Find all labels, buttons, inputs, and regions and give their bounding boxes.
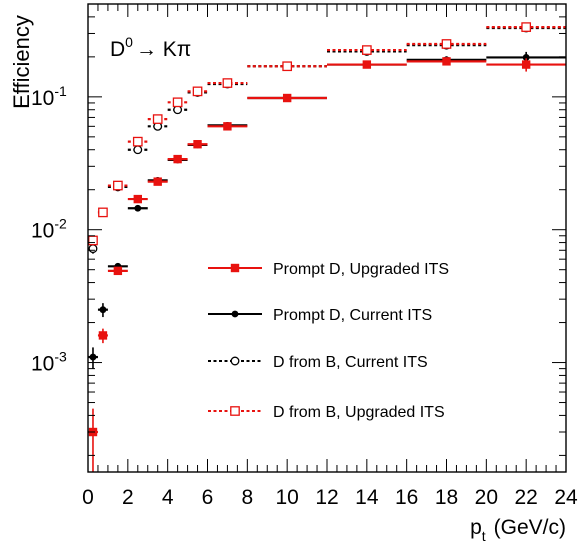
- data-point: [88, 347, 98, 369]
- point-marker: [522, 54, 530, 61]
- x-tick-label: 22: [514, 486, 537, 509]
- y-tick-label: 10-2: [31, 216, 67, 243]
- data-point: [187, 86, 208, 97]
- point-marker: [361, 45, 372, 55]
- data-point: [207, 122, 248, 131]
- point-marker: [282, 61, 293, 72]
- point-marker: [282, 93, 292, 103]
- series-layer: [88, 22, 566, 472]
- data-point: [327, 60, 407, 69]
- x-tick-label: 10: [275, 486, 298, 509]
- point-marker: [132, 136, 143, 147]
- legend-entry: D from B, Current ITS: [208, 354, 428, 371]
- x-tick-label: 18: [435, 486, 458, 509]
- data-point: [406, 57, 487, 66]
- point-marker: [134, 204, 142, 212]
- data-point: [167, 154, 188, 164]
- data-point: [247, 61, 327, 72]
- point-marker: [98, 331, 108, 340]
- x-axis-label: pt (GeV/c): [470, 516, 566, 544]
- point-marker: [152, 114, 163, 124]
- point-marker: [222, 78, 233, 88]
- legend-label: Prompt D, Upgraded ITS: [273, 261, 449, 278]
- x-tick-label: 2: [122, 486, 134, 509]
- data-point: [97, 328, 108, 344]
- x-tick-label: 6: [202, 486, 214, 509]
- legend-marker: [231, 310, 239, 318]
- point-marker: [192, 86, 203, 97]
- data-point: [127, 136, 148, 147]
- legend-entry: Prompt D, Upgraded ITS: [208, 261, 449, 278]
- x-tick-label: 14: [355, 486, 379, 509]
- point-marker: [98, 207, 108, 218]
- point-marker: [153, 177, 162, 186]
- legend-entry: D from B, Upgraded ITS: [208, 404, 445, 421]
- x-tick-label: 16: [395, 486, 418, 509]
- point-marker: [113, 266, 123, 276]
- x-tick-label: 12: [315, 486, 338, 509]
- point-marker: [223, 122, 232, 131]
- data-point: [207, 78, 248, 88]
- point-marker: [113, 180, 123, 191]
- point-marker: [89, 353, 97, 361]
- y-tick-label: 10-1: [31, 83, 67, 110]
- y-tick-label: 10-3: [31, 349, 67, 376]
- data-point: [486, 58, 566, 72]
- legend-marker: [230, 356, 240, 366]
- legend-label: D from B, Current ITS: [273, 354, 428, 371]
- decay-annotation: D0 → Kπ: [110, 34, 191, 61]
- data-point: [97, 207, 108, 218]
- point-marker: [441, 39, 452, 49]
- x-tick-label: 0: [82, 486, 94, 509]
- point-marker: [193, 140, 202, 149]
- x-tick-label: 20: [475, 486, 498, 509]
- data-point: [147, 114, 168, 124]
- data-point: [247, 93, 327, 103]
- legend-label: Prompt D, Current ITS: [273, 307, 432, 324]
- point-marker: [99, 306, 107, 314]
- data-point: [167, 97, 188, 108]
- data-point: [167, 105, 188, 115]
- data-point: [406, 39, 487, 49]
- point-marker: [173, 154, 182, 164]
- point-marker: [133, 145, 143, 155]
- point-marker: [521, 22, 532, 32]
- data-point: [127, 204, 148, 212]
- point-marker: [133, 194, 142, 204]
- legend-label: D from B, Upgraded ITS: [273, 404, 445, 421]
- point-marker: [442, 57, 451, 66]
- x-tick-label: 24: [554, 486, 578, 509]
- data-point: [107, 266, 128, 276]
- point-marker: [362, 60, 372, 69]
- point-marker: [172, 97, 183, 108]
- data-point: [327, 45, 407, 55]
- x-tick-label: 8: [241, 486, 253, 509]
- point-marker: [88, 235, 98, 246]
- x-tick-label: 4: [162, 486, 174, 509]
- data-point: [107, 180, 128, 191]
- data-point: [147, 177, 168, 186]
- point-marker: [521, 60, 531, 69]
- data-point: [486, 22, 566, 32]
- point-marker: [88, 244, 98, 254]
- y-axis-label: Efficiency: [9, 15, 34, 109]
- data-point: [127, 194, 148, 204]
- legend: Prompt D, Upgraded ITS Prompt D, Current …: [208, 261, 449, 421]
- legend-marker: [230, 263, 240, 273]
- data-point: [88, 235, 98, 246]
- legend-entry: Prompt D, Current ITS: [208, 307, 432, 324]
- legend-marker: [230, 406, 240, 416]
- series-4: [88, 22, 566, 246]
- series-1: [88, 57, 566, 472]
- data-point: [97, 303, 108, 318]
- data-point: [187, 140, 208, 149]
